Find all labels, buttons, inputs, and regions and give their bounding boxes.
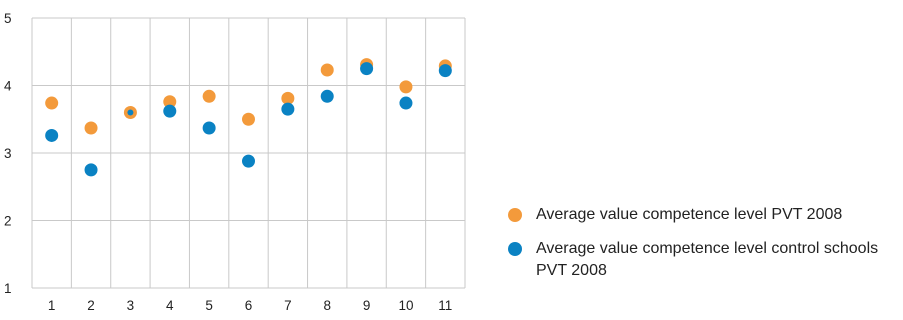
x-tick-label: 2	[87, 298, 95, 313]
y-tick-label: 1	[4, 281, 12, 296]
data-point-series-2	[84, 163, 98, 177]
legend-swatch-series-1	[508, 208, 522, 222]
x-axis: 1 2 3 4 5 6 7 8 9 10 11	[48, 298, 452, 313]
x-tick-label: 4	[166, 298, 174, 313]
legend-label-series-1: Average value competence level PVT 2008	[536, 206, 843, 223]
x-tick-label: 7	[284, 298, 292, 313]
data-point-series-1	[163, 95, 177, 109]
data-point-series-2	[163, 104, 177, 118]
data-point-series-1	[281, 91, 295, 105]
data-point-series-2	[399, 96, 413, 110]
data-point-series-1	[202, 89, 216, 103]
legend-label-series-2: Average value competence level control s…	[536, 240, 879, 279]
data-point-series-1	[84, 121, 98, 135]
data-point-series-1	[45, 96, 59, 110]
y-tick-label: 4	[4, 79, 12, 94]
y-axis: 1 2 3 4 5	[4, 11, 12, 296]
data-point-series-1	[320, 63, 334, 77]
x-tick-label: 8	[323, 298, 331, 313]
legend-item-series-1: Average value competence level PVT 2008	[508, 204, 903, 226]
y-tick-label: 2	[4, 214, 12, 229]
data-point-series-1	[242, 112, 255, 126]
chart-legend: Average value competence level PVT 2008 …	[508, 204, 903, 294]
x-tick-label: 9	[363, 298, 371, 313]
legend-item-series-2: Average value competence level control s…	[508, 238, 903, 282]
x-tick-label: 11	[438, 298, 452, 313]
data-points	[45, 58, 452, 177]
x-tick-label: 10	[398, 298, 413, 313]
data-point-series-2	[202, 121, 216, 135]
x-tick-label: 1	[48, 298, 56, 313]
data-point-series-2	[320, 89, 334, 103]
x-tick-label: 5	[205, 298, 213, 313]
y-tick-label: 5	[4, 11, 12, 26]
scatter-chart: 1 2 3 4 5 1 2 3 4 5 6 7 8 9 10 11	[4, 11, 466, 313]
data-point-series-2	[360, 62, 374, 76]
data-point-series-2	[242, 154, 255, 168]
chart-grid	[31, 17, 466, 289]
data-point-series-1	[399, 80, 413, 94]
x-tick-label: 6	[245, 298, 253, 313]
data-point-series-2	[127, 109, 134, 116]
data-point-series-2	[45, 128, 59, 142]
x-tick-label: 3	[127, 298, 135, 313]
data-point-series-2	[281, 102, 295, 116]
legend-swatch-series-2	[508, 242, 522, 256]
data-point-series-2	[438, 64, 452, 78]
y-tick-label: 3	[4, 146, 12, 161]
